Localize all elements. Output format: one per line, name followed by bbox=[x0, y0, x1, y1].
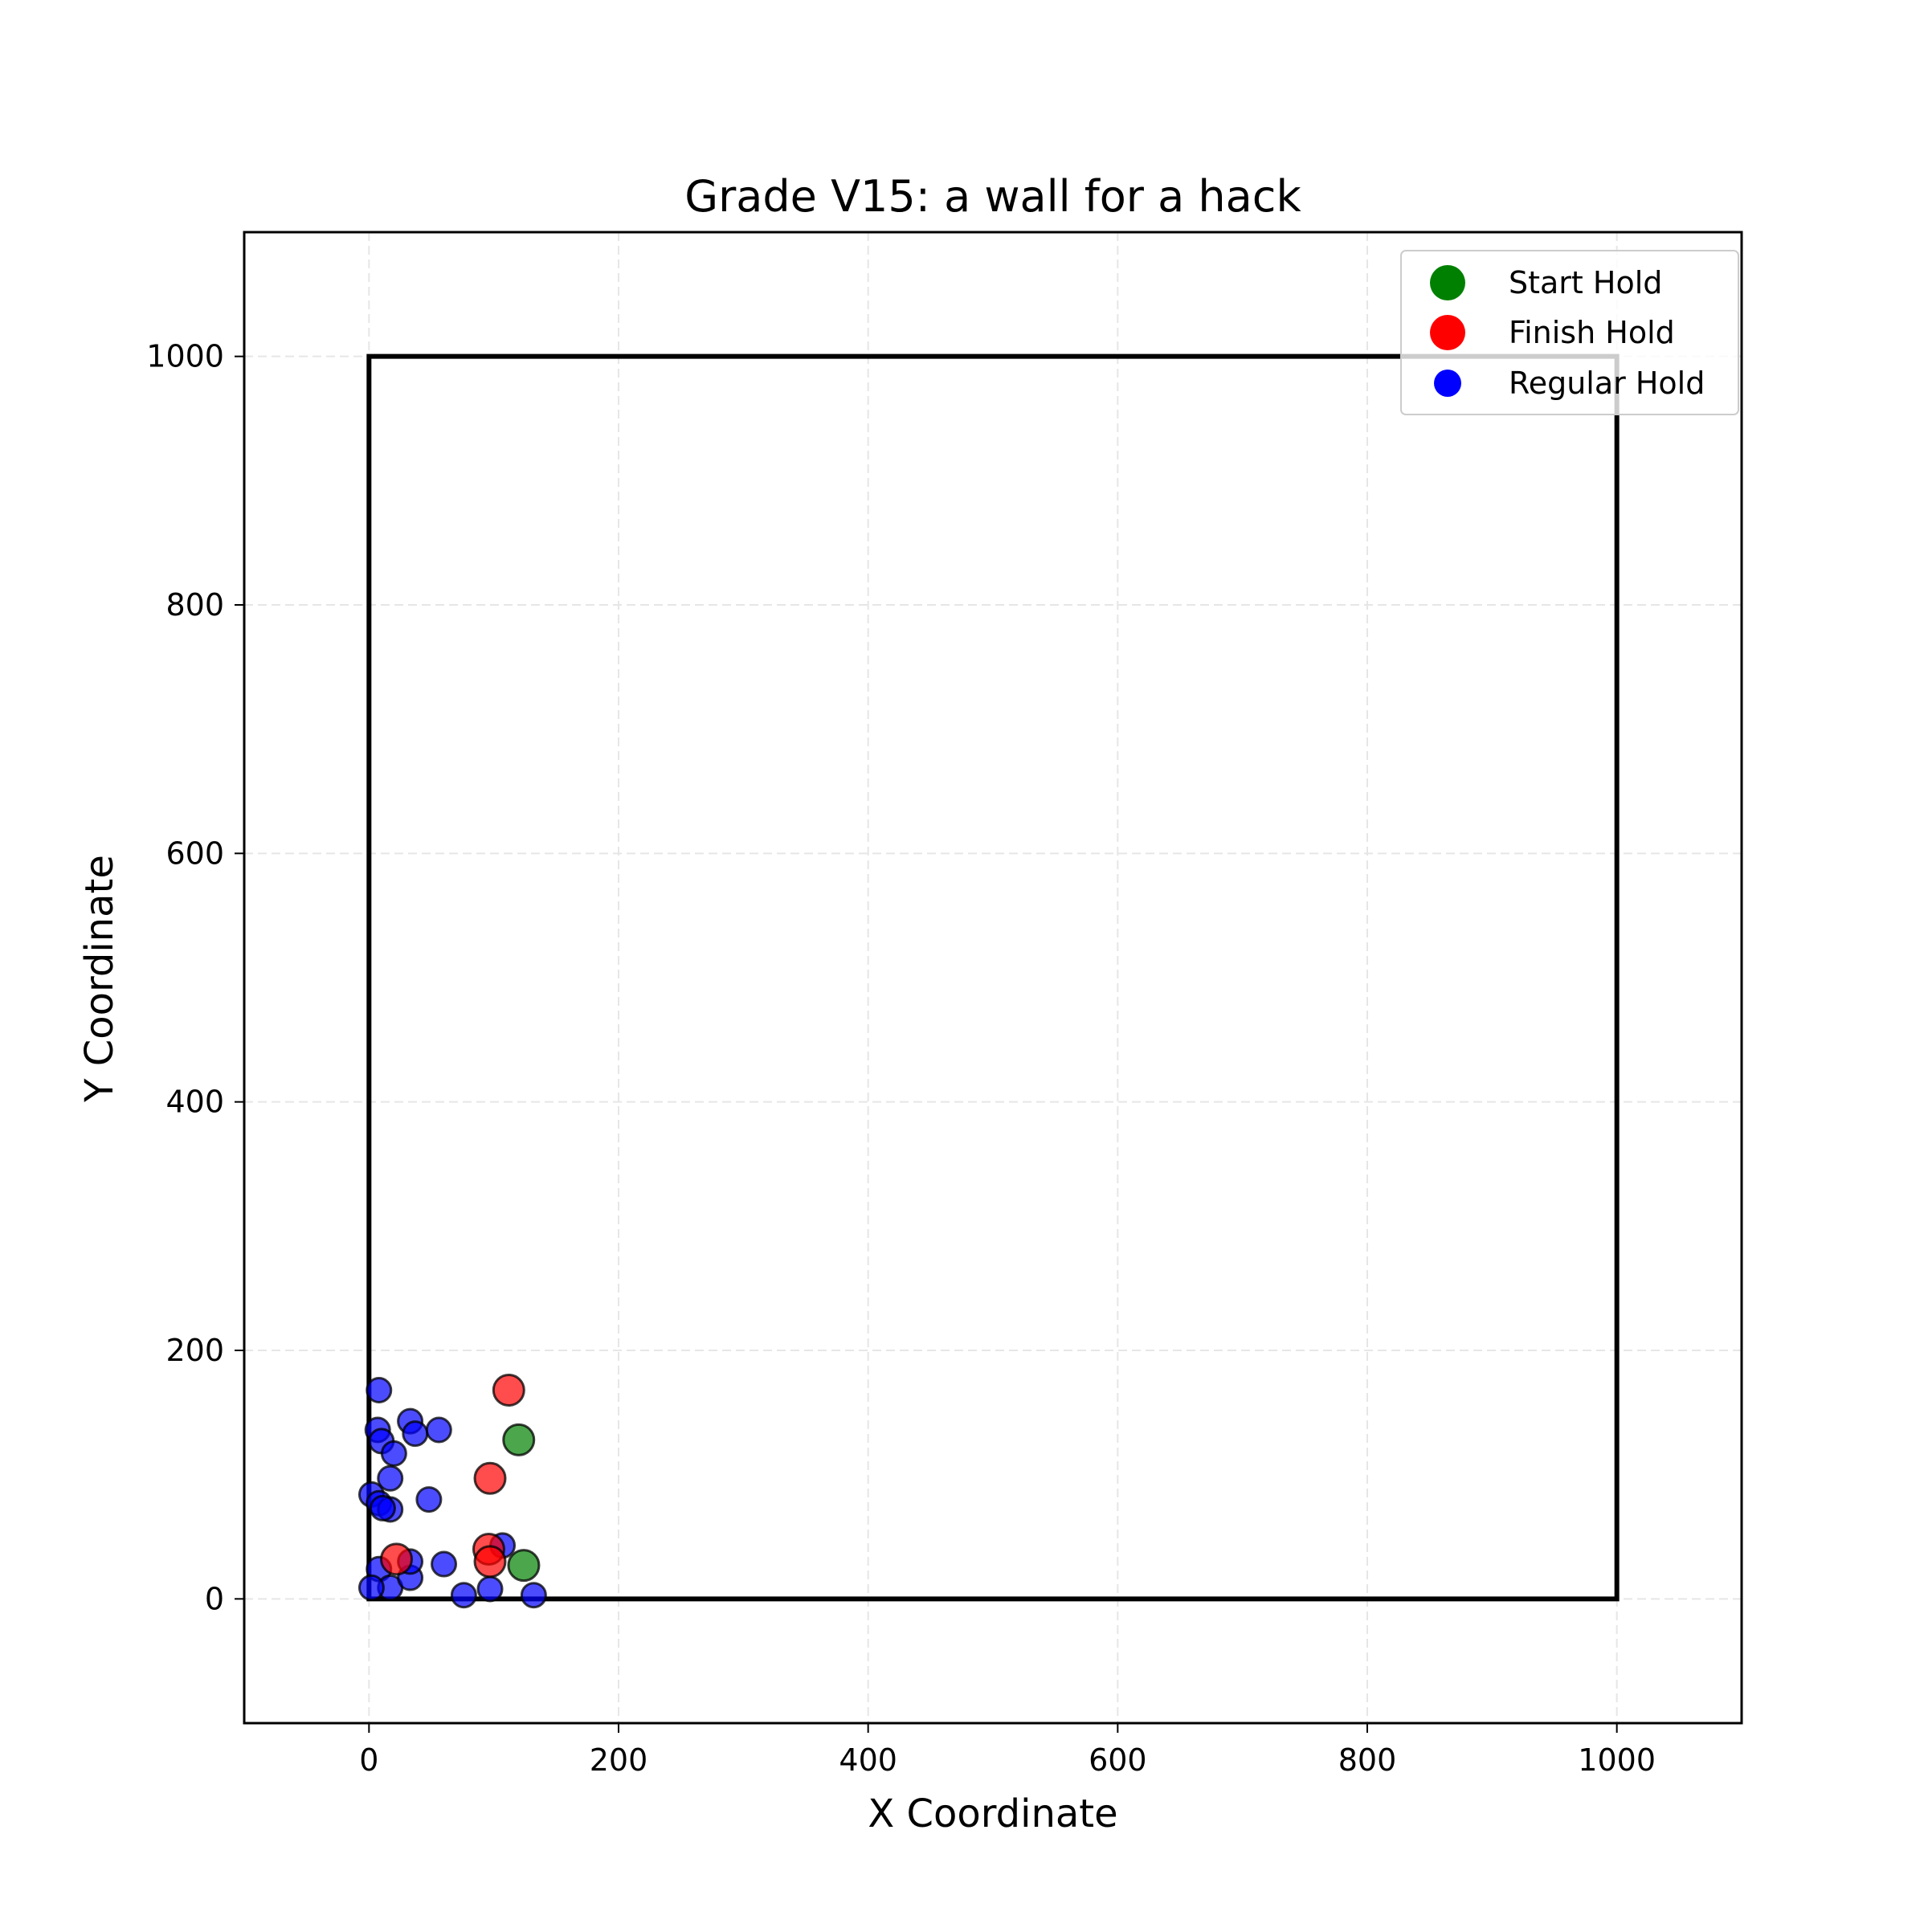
x-tick-label: 800 bbox=[1338, 1742, 1397, 1778]
regular-hold-point bbox=[450, 1582, 477, 1609]
x-tick-label: 1000 bbox=[1578, 1742, 1656, 1778]
x-tick-label: 600 bbox=[1089, 1742, 1147, 1778]
y-axis-ticks: 0 200 400 600 800 1000 bbox=[146, 339, 244, 1616]
y-axis-label: Y Coordinate bbox=[77, 855, 122, 1103]
legend: Start Hold Finish Hold Regular Hold bbox=[1400, 250, 1739, 415]
start-hold-point bbox=[507, 1549, 541, 1583]
x-tick-label: 0 bbox=[359, 1742, 378, 1778]
regular-hold-point bbox=[415, 1486, 443, 1513]
y-tick-label: 600 bbox=[165, 835, 224, 871]
regular-hold-point bbox=[357, 1574, 385, 1601]
finish-hold-point bbox=[492, 1373, 525, 1407]
regular-hold-point bbox=[366, 1376, 393, 1403]
x-axis-ticks: 0 200 400 600 800 1000 bbox=[359, 1723, 1656, 1778]
finish-hold-point bbox=[473, 1545, 507, 1579]
points-layer bbox=[357, 1373, 547, 1609]
start-hold-point bbox=[502, 1423, 536, 1456]
y-tick-label: 1000 bbox=[146, 339, 224, 374]
y-tick-label: 0 bbox=[205, 1581, 224, 1616]
regular-hold-point bbox=[369, 1494, 396, 1522]
legend-label-start-hold: Start Hold bbox=[1509, 265, 1662, 300]
x-tick-label: 400 bbox=[839, 1742, 897, 1778]
finish-hold-point bbox=[380, 1542, 414, 1576]
regular-hold-point bbox=[377, 1464, 404, 1492]
legend-marker-finish-hold bbox=[1430, 315, 1465, 350]
regular-hold-point bbox=[402, 1420, 429, 1448]
finish-hold-point bbox=[473, 1461, 507, 1495]
legend-label-finish-hold: Finish Hold bbox=[1509, 315, 1675, 350]
y-tick-label: 800 bbox=[165, 587, 224, 623]
regular-hold-point bbox=[476, 1575, 504, 1603]
y-tick-label: 400 bbox=[165, 1084, 224, 1120]
x-tick-label: 200 bbox=[590, 1742, 648, 1778]
legend-label-regular-hold: Regular Hold bbox=[1509, 366, 1705, 401]
regular-hold-point bbox=[425, 1416, 452, 1444]
chart-title: Grade V15: a wall for a hack bbox=[684, 171, 1301, 222]
regular-hold-point bbox=[380, 1440, 407, 1467]
legend-box bbox=[1400, 250, 1739, 415]
legend-marker-regular-hold bbox=[1434, 370, 1461, 397]
legend-marker-start-hold bbox=[1430, 265, 1465, 300]
x-axis-label: X Coordinate bbox=[868, 1791, 1117, 1836]
regular-hold-point bbox=[520, 1582, 547, 1609]
regular-hold-point bbox=[431, 1550, 458, 1578]
plot-frame bbox=[243, 231, 1743, 1725]
y-tick-label: 200 bbox=[165, 1333, 224, 1368]
